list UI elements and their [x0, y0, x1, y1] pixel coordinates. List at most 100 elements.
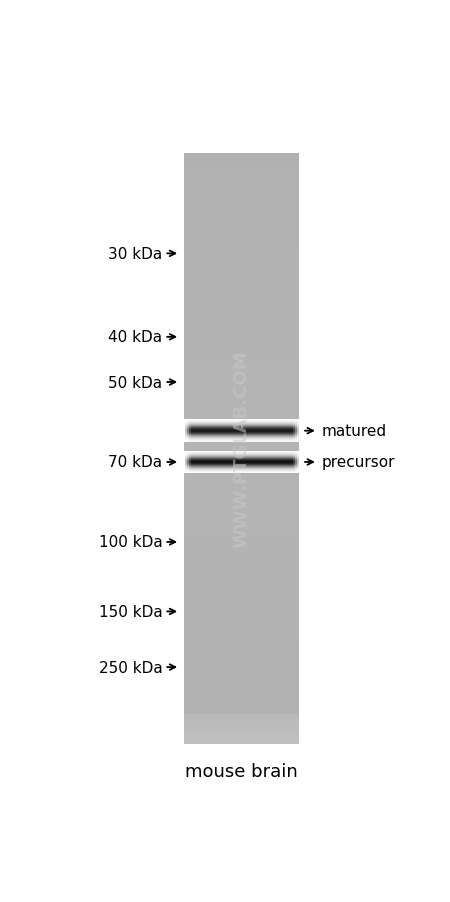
- Text: mouse brain: mouse brain: [184, 762, 297, 780]
- Bar: [184, 200, 299, 207]
- Bar: [184, 525, 299, 531]
- Bar: [184, 602, 299, 608]
- Bar: [184, 584, 299, 590]
- Bar: [184, 230, 299, 236]
- Bar: [184, 738, 299, 744]
- Bar: [184, 561, 299, 566]
- Bar: [184, 160, 299, 165]
- Bar: [184, 330, 299, 336]
- Bar: [184, 448, 299, 455]
- Bar: [184, 608, 299, 614]
- Bar: [184, 225, 299, 230]
- Bar: [184, 390, 299, 395]
- Bar: [184, 478, 299, 484]
- Bar: [184, 578, 299, 584]
- Bar: [184, 183, 299, 189]
- Bar: [184, 248, 299, 253]
- Bar: [184, 466, 299, 472]
- Bar: [184, 265, 299, 272]
- Bar: [184, 318, 299, 325]
- Bar: [184, 502, 299, 508]
- Bar: [184, 325, 299, 330]
- Bar: [184, 177, 299, 183]
- Bar: [184, 455, 299, 460]
- Bar: [184, 620, 299, 626]
- Bar: [184, 342, 299, 348]
- Bar: [184, 732, 299, 738]
- Bar: [184, 691, 299, 696]
- Bar: [184, 425, 299, 431]
- Bar: [184, 313, 299, 318]
- Bar: [184, 649, 299, 655]
- Bar: [184, 283, 299, 290]
- Bar: [184, 383, 299, 390]
- Bar: [184, 460, 299, 466]
- Bar: [184, 260, 299, 265]
- Bar: [184, 301, 299, 307]
- Bar: [184, 207, 299, 212]
- Bar: [184, 295, 299, 301]
- Bar: [184, 537, 299, 543]
- Bar: [184, 413, 299, 419]
- Bar: [184, 236, 299, 242]
- Bar: [184, 213, 299, 218]
- Bar: [184, 543, 299, 549]
- Bar: [184, 253, 299, 260]
- Bar: [184, 401, 299, 407]
- Bar: [184, 513, 299, 520]
- Bar: [184, 496, 299, 502]
- Text: precursor: precursor: [321, 455, 395, 470]
- Bar: [184, 661, 299, 667]
- Bar: [184, 643, 299, 649]
- Bar: [184, 443, 299, 448]
- Bar: [184, 307, 299, 313]
- Bar: [184, 508, 299, 513]
- Bar: [184, 378, 299, 383]
- Text: 100 kDa: 100 kDa: [99, 535, 162, 550]
- Bar: [184, 407, 299, 413]
- Bar: [184, 218, 299, 225]
- Text: 50 kDa: 50 kDa: [108, 375, 162, 390]
- Bar: [184, 336, 299, 342]
- Bar: [184, 590, 299, 596]
- Bar: [184, 679, 299, 685]
- Bar: [184, 549, 299, 555]
- Text: WWW.PTGLAB.COM: WWW.PTGLAB.COM: [232, 350, 250, 548]
- Text: 250 kDa: 250 kDa: [99, 660, 162, 675]
- Bar: [184, 419, 299, 425]
- Bar: [184, 195, 299, 200]
- Bar: [184, 720, 299, 726]
- Bar: [184, 696, 299, 703]
- Bar: [184, 596, 299, 602]
- Bar: [184, 165, 299, 171]
- Bar: [184, 703, 299, 708]
- Bar: [184, 531, 299, 537]
- Bar: [184, 354, 299, 360]
- Bar: [184, 566, 299, 573]
- Bar: [184, 372, 299, 378]
- Bar: [184, 272, 299, 277]
- Bar: [184, 655, 299, 661]
- Bar: [184, 153, 299, 160]
- Bar: [184, 490, 299, 496]
- Bar: [184, 726, 299, 732]
- Bar: [184, 366, 299, 372]
- Bar: [184, 626, 299, 631]
- Bar: [184, 520, 299, 525]
- Bar: [184, 431, 299, 437]
- Text: 40 kDa: 40 kDa: [108, 330, 162, 345]
- Bar: [184, 437, 299, 443]
- Bar: [184, 472, 299, 478]
- Bar: [184, 189, 299, 195]
- Bar: [184, 685, 299, 691]
- Bar: [184, 348, 299, 354]
- Bar: [184, 667, 299, 673]
- Bar: [184, 614, 299, 620]
- Text: 70 kDa: 70 kDa: [108, 455, 162, 470]
- Bar: [184, 631, 299, 638]
- Bar: [184, 395, 299, 401]
- Text: matured: matured: [321, 424, 387, 438]
- Bar: [184, 360, 299, 366]
- Bar: [184, 290, 299, 295]
- Bar: [184, 555, 299, 561]
